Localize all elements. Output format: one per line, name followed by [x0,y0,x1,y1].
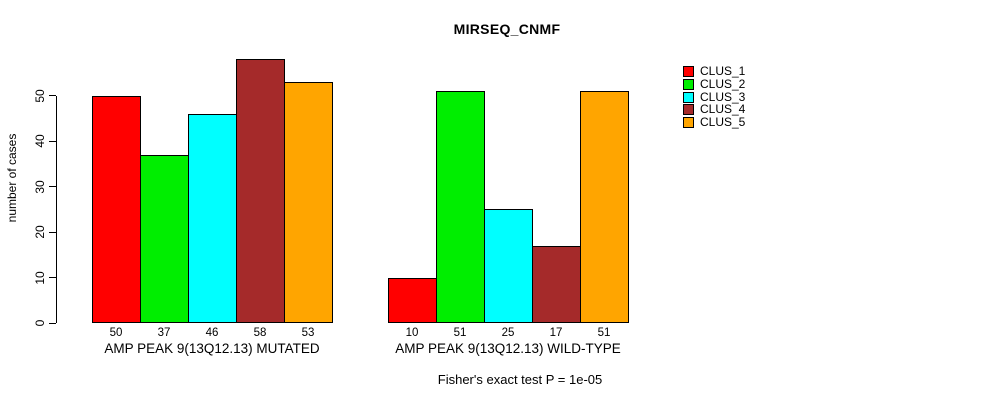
bar-value-label: 25 [501,327,515,339]
bar-clus_2-group2 [436,90,485,323]
y-tick-label: 40 [33,134,47,148]
legend-label-clus_4: CLUS_4 [700,102,746,117]
bar-clus_5-group1 [284,81,333,323]
chart-title: MIRSEQ_CNMF [453,21,561,37]
legend-swatch-clus_3 [683,91,694,103]
y-tick-label: 30 [33,179,47,194]
fisher-test-footnote: Fisher's exact test P = 1e-05 [437,372,603,387]
bar-value-label: 50 [109,327,123,339]
legend-label-clus_3: CLUS_3 [700,89,746,104]
bar-clus_3-group2 [484,209,533,323]
bar-clus_1-group2 [388,277,437,323]
y-tick-label: 0 [33,319,47,327]
y-axis-label: number of cases [5,133,19,223]
y-axis-tick [49,95,56,96]
legend-swatch-clus_1 [683,66,694,77]
legend-swatch-clus_5 [683,117,694,129]
legend-label-clus_1: CLUS_1 [700,64,746,78]
x-group-label: AMP PEAK 9(13Q12.13) WILD-TYPE [395,341,621,356]
y-axis-tick [49,231,56,233]
y-axis-line [56,95,57,323]
bar-value-label: 10 [405,327,419,339]
y-axis-tick [49,322,56,324]
bar-clus_4-group2 [532,245,581,323]
bar-clus_5-group2 [580,90,629,323]
bar-value-label: 58 [253,327,267,339]
bar-value-label: 46 [205,327,219,339]
y-axis-tick [49,140,56,142]
bar-clus_3-group1 [188,113,237,323]
bar-value-label: 51 [453,327,467,339]
legend-label-clus_2: CLUS_2 [700,76,746,91]
y-axis-tick [49,277,56,278]
x-group-label: AMP PEAK 9(13Q12.13) MUTATED [104,341,320,356]
y-axis-tick [49,186,56,187]
legend-swatch-clus_2 [683,78,694,90]
bar-value-label: 53 [301,327,315,339]
bar-value-label: 17 [549,327,563,339]
bar-clus_1-group1 [92,95,141,323]
legend-label-clus_5: CLUS_5 [700,115,746,130]
bar-value-label: 37 [157,327,171,339]
legend-swatch-clus_4 [683,104,694,116]
y-tick-label: 10 [33,270,47,285]
y-tick-label: 20 [33,225,47,239]
bar-value-label: 51 [597,327,611,339]
bar-clus_2-group1 [140,154,189,323]
bar-clus_4-group1 [236,59,285,323]
y-tick-label: 50 [33,88,47,103]
